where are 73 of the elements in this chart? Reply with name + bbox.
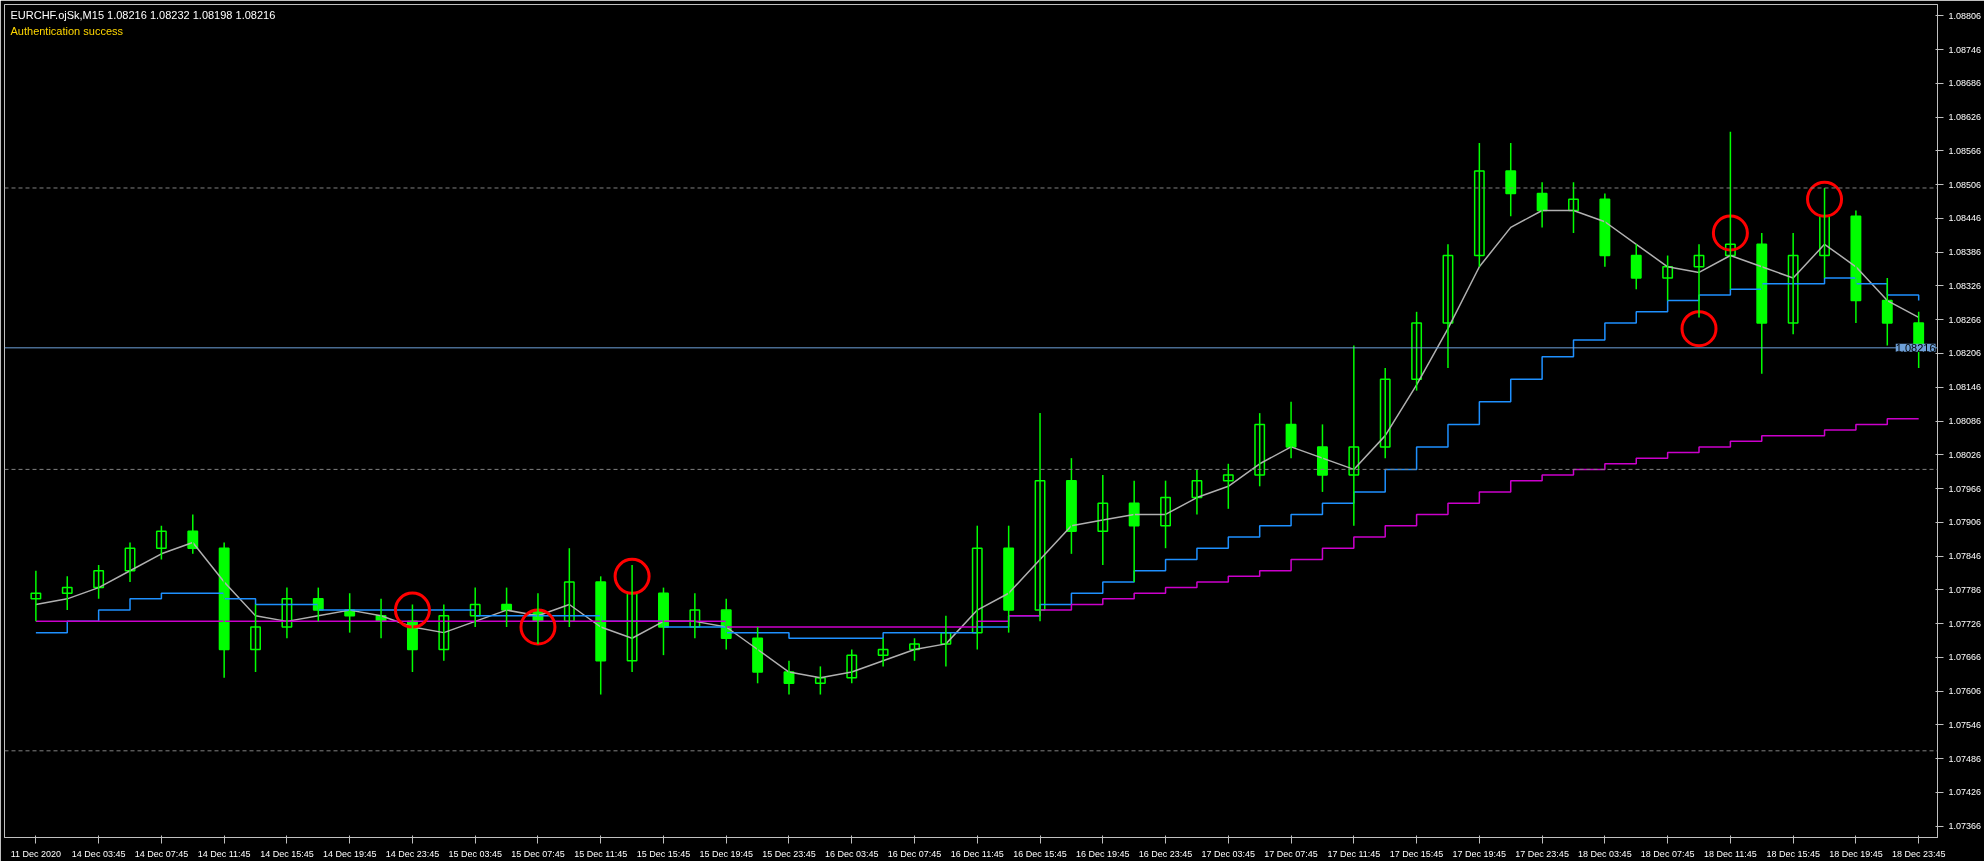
- x-tick-label: 17 Dec 07:45: [1264, 848, 1318, 859]
- x-tick-label: 11 Dec 2020: [10, 848, 62, 859]
- x-tick-label: 16 Dec 15:45: [1013, 848, 1067, 859]
- x-tick-label: 15 Dec 03:45: [448, 848, 502, 859]
- x-tick-label: 15 Dec 11:45: [574, 848, 628, 859]
- x-tick-label: 18 Dec 03:45: [1578, 848, 1632, 859]
- x-tick-label: 15 Dec 15:45: [636, 848, 691, 859]
- y-tick-label: 1.08506: [1948, 179, 1982, 190]
- x-tick-label: 17 Dec 23:45: [1515, 848, 1569, 859]
- y-tick-label: 1.08386: [1948, 247, 1982, 258]
- candlestick: [61, 575, 73, 611]
- x-tick-label: 14 Dec 07:45: [134, 848, 189, 859]
- y-tick-label: 1.08566: [1948, 145, 1982, 156]
- x-tick-label: 14 Dec 03:45: [71, 848, 126, 859]
- point: [1711, 214, 1749, 252]
- chart-title: EURCHF.ojSk,M15 1.08216 1.08232 1.08198 1.08216: [10, 8, 276, 21]
- y-tick-label: 1.08206: [1948, 348, 1982, 359]
- x-tick-label: 16 Dec 23:45: [1138, 848, 1193, 859]
- x-tick-label: 14 Dec 23:45: [385, 848, 440, 859]
- y-tick-label: 1.07546: [1948, 719, 1982, 730]
- y-tick-label: 1.07726: [1948, 618, 1982, 629]
- x-tick-label: 14 Dec 15:45: [260, 848, 314, 859]
- x-tick-label: 18 Dec 11:45: [1703, 848, 1757, 859]
- candlestick: [1473, 142, 1485, 268]
- y-tick-label: 1.07366: [1948, 821, 1982, 832]
- y-tick-label: 1.08266: [1948, 314, 1982, 325]
- y-tick-label: 1.07426: [1948, 787, 1982, 798]
- y-tick-label: 1.07906: [1948, 517, 1982, 528]
- x-tick-label: 17 Dec 03:45: [1201, 848, 1256, 859]
- x-tick-label: 17 Dec 19:45: [1452, 848, 1507, 859]
- x-tick-label: 18 Dec 15:45: [1766, 848, 1820, 859]
- x-tick-label: 16 Dec 07:45: [887, 848, 942, 859]
- x-tick-label: 18 Dec 07:45: [1640, 848, 1695, 859]
- y-tick-label: 1.08806: [1948, 10, 1982, 21]
- candlestick: [1003, 524, 1015, 634]
- point: [1806, 180, 1844, 218]
- y-tick-label: 1.08026: [1948, 449, 1982, 460]
- candlestick: [1630, 243, 1642, 291]
- y-tick-label: 1.07486: [1948, 753, 1982, 764]
- x-tick-label: 16 Dec 19:45: [1076, 848, 1130, 859]
- x-tick-label: 18 Dec 23:45: [1891, 848, 1946, 859]
- text: Authentication success: [10, 24, 124, 37]
- y-tick-label: 1.08086: [1948, 416, 1982, 426]
- candlestick: [30, 569, 42, 623]
- candlestick: [250, 603, 261, 673]
- point: [519, 608, 557, 646]
- y-tick-label: 1.08746: [1948, 44, 1982, 55]
- point: [613, 557, 651, 595]
- y-tick-label: 1.08326: [1948, 280, 1982, 291]
- y-tick-label: 1.08446: [1948, 213, 1982, 224]
- x-tick-label: 15 Dec 23:45: [762, 848, 816, 859]
- x-tick-label: 15 Dec 19:45: [699, 848, 754, 859]
- y-tick-label: 1.08146: [1948, 382, 1982, 393]
- y-tick-label: 1.07966: [1948, 483, 1982, 494]
- ref-line-label: 1.08216: [1895, 341, 1936, 354]
- x-tick-label: 14 Dec 19:45: [322, 848, 377, 859]
- x-tick-label: 16 Dec 03:45: [824, 848, 879, 859]
- point: [393, 591, 431, 629]
- y-tick-label: 1.07846: [1948, 551, 1982, 562]
- x-tick-label: 14 Dec 11:45: [197, 848, 251, 859]
- y-tick-label: 1.08626: [1948, 112, 1982, 123]
- x-tick-label: 17 Dec 11:45: [1327, 848, 1381, 859]
- x-tick-label: 17 Dec 15:45: [1389, 848, 1444, 859]
- x-tick-label: 15 Dec 07:45: [511, 848, 565, 859]
- candlestick: [155, 524, 167, 561]
- y-tick-label: 1.08686: [1948, 78, 1982, 89]
- y-tick-label: 1.07666: [1948, 652, 1982, 663]
- candlestick: [1222, 463, 1234, 510]
- y-tick-label: 1.07606: [1948, 686, 1982, 697]
- x-tick-label: 18 Dec 19:45: [1829, 848, 1883, 859]
- y-tick-label: 1.07786: [1948, 584, 1982, 595]
- point: [1680, 310, 1718, 348]
- x-tick-label: 16 Dec 11:45: [950, 848, 1004, 859]
